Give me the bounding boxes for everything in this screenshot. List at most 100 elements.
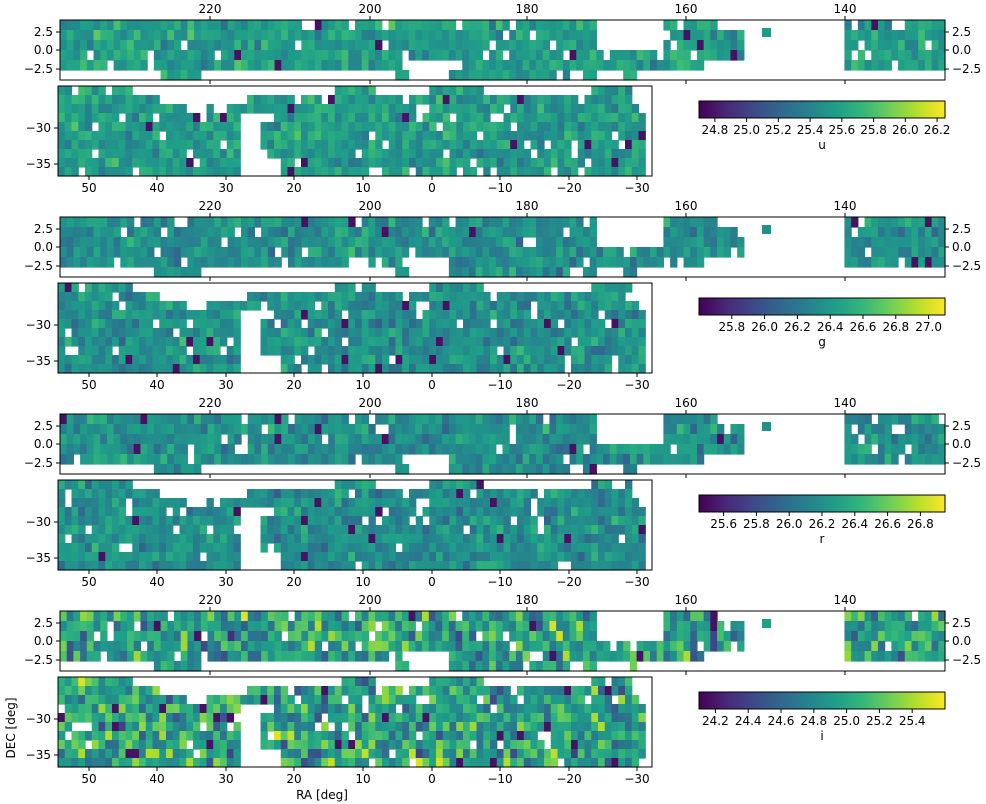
coverage-tile bbox=[118, 695, 127, 705]
coverage-tile bbox=[490, 722, 498, 732]
coverage-tile bbox=[557, 489, 565, 499]
coverage-tile bbox=[475, 30, 483, 41]
coverage-tile bbox=[106, 611, 115, 622]
coverage-tile bbox=[517, 713, 525, 723]
coverage-tile bbox=[717, 247, 725, 258]
coverage-tile bbox=[106, 257, 115, 268]
coverage-tile bbox=[186, 328, 194, 338]
coverage-tile bbox=[91, 104, 100, 114]
coverage-tile bbox=[152, 346, 160, 356]
coverage-tile bbox=[509, 50, 517, 61]
coverage-tile bbox=[495, 434, 504, 445]
coverage-tile bbox=[267, 301, 275, 311]
coverage-tile bbox=[690, 444, 698, 455]
coverage-tile bbox=[401, 611, 410, 622]
coverage-tile bbox=[564, 328, 572, 338]
coverage-tile bbox=[361, 498, 370, 508]
coverage-tile bbox=[147, 424, 155, 435]
coverage-tile bbox=[71, 158, 79, 168]
coverage-tile bbox=[334, 364, 343, 374]
coverage-tile bbox=[132, 722, 140, 732]
coverage-tile bbox=[112, 86, 120, 96]
coverage-tile bbox=[884, 247, 892, 258]
coverage-tile bbox=[503, 122, 511, 132]
coverage-tile bbox=[227, 257, 235, 268]
coverage-tile bbox=[663, 227, 671, 238]
coverage-tile bbox=[179, 328, 187, 338]
coverage-tile bbox=[348, 686, 356, 696]
coverage-tile bbox=[166, 695, 174, 705]
coverage-tile bbox=[153, 414, 162, 425]
coverage-tile bbox=[375, 695, 383, 705]
coverage-tile bbox=[260, 104, 268, 114]
coverage-tile bbox=[604, 113, 613, 123]
coverage-tile bbox=[307, 113, 316, 123]
coverage-tile bbox=[663, 611, 671, 622]
coverage-tile bbox=[557, 534, 565, 544]
coverage-tile bbox=[530, 364, 538, 374]
coverage-tile bbox=[515, 257, 524, 268]
coverage-tile bbox=[214, 20, 222, 31]
coverage-tile bbox=[625, 310, 633, 320]
coverage-tile bbox=[301, 167, 309, 177]
coverage-tile bbox=[267, 292, 275, 302]
coverage-tile bbox=[402, 131, 410, 141]
coverage-tile bbox=[233, 507, 241, 517]
coverage-tile bbox=[64, 292, 73, 302]
coverage-tile bbox=[618, 498, 626, 508]
coverage-tile bbox=[247, 60, 256, 71]
coverage-tile bbox=[66, 247, 74, 258]
coverage-tile bbox=[550, 695, 559, 705]
coverage-tile bbox=[564, 713, 572, 723]
coverage-tile bbox=[591, 704, 599, 714]
coverage-tile bbox=[234, 414, 242, 425]
coverage-tile bbox=[496, 167, 505, 177]
coverage-tile bbox=[462, 661, 470, 672]
colorbar-tick-label: 26.8 bbox=[882, 320, 909, 334]
coverage-tile bbox=[625, 140, 633, 150]
coverage-tile bbox=[180, 247, 188, 258]
coverage-tile bbox=[78, 516, 86, 526]
colorbar-tick-label: 26.2 bbox=[924, 123, 951, 137]
coverage-tile bbox=[125, 95, 133, 105]
coverage-tile bbox=[368, 247, 376, 258]
coverage-tile bbox=[429, 489, 437, 499]
coverage-tile bbox=[172, 122, 181, 132]
coverage-tile bbox=[938, 60, 946, 71]
coverage-tile bbox=[382, 489, 390, 499]
coverage-tile bbox=[489, 60, 497, 71]
coverage-tile bbox=[631, 337, 640, 347]
coverage-tile bbox=[625, 534, 633, 544]
coverage-tile bbox=[341, 534, 349, 544]
coverage-tile bbox=[509, 247, 517, 258]
coverage-tile bbox=[918, 50, 926, 61]
coverage-tile bbox=[456, 346, 464, 356]
coverage-tile bbox=[408, 414, 416, 425]
coverage-tile bbox=[415, 424, 423, 435]
coverage-tile bbox=[638, 713, 646, 723]
coverage-tile bbox=[670, 247, 678, 258]
coverage-tile bbox=[589, 70, 597, 81]
coverage-tile bbox=[64, 364, 73, 374]
coverage-tile bbox=[483, 328, 491, 338]
coverage-tile bbox=[213, 167, 221, 177]
coverage-tile bbox=[603, 454, 611, 465]
coverage-tile bbox=[402, 534, 410, 544]
coverage-tile bbox=[904, 434, 913, 445]
coverage-tile bbox=[328, 414, 336, 425]
coverage-tile bbox=[496, 149, 505, 159]
coverage-tile bbox=[495, 454, 504, 465]
coverage-tile bbox=[611, 122, 619, 132]
coverage-tile bbox=[139, 561, 147, 571]
coverage-tile bbox=[422, 140, 430, 150]
coverage-tile bbox=[582, 50, 591, 61]
coverage-tile bbox=[515, 611, 524, 622]
coverage-tile bbox=[618, 149, 626, 159]
coverage-tile bbox=[60, 611, 68, 622]
coverage-tile bbox=[462, 267, 470, 278]
coverage-tile bbox=[638, 525, 646, 535]
coverage-tile bbox=[696, 444, 705, 455]
coverage-tile bbox=[206, 158, 214, 168]
coverage-tile bbox=[321, 346, 329, 356]
coverage-tile bbox=[100, 237, 108, 248]
